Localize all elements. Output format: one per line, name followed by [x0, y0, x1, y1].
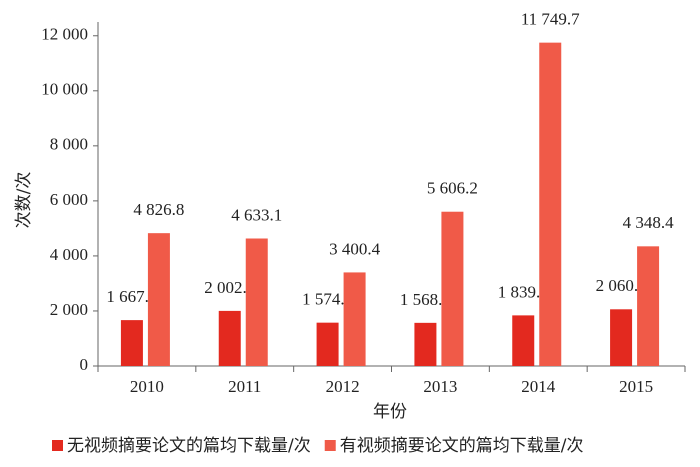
bar — [414, 322, 437, 366]
y-tick-label: 0 — [80, 355, 89, 374]
bar — [245, 238, 268, 366]
y-tick-label: 10 000 — [41, 80, 88, 99]
x-axis-title: 年份 — [373, 402, 407, 422]
x-tick-label: 2011 — [228, 377, 261, 396]
legend-swatch — [52, 440, 63, 451]
y-axis-title: 次数/次 — [14, 172, 34, 229]
value-label: 4 633.1 — [231, 205, 282, 224]
bar — [316, 322, 339, 366]
legend-label: 无视频摘要论文的篇均下载量/次 — [67, 436, 311, 456]
legend-swatch — [324, 440, 336, 451]
value-label: 1 574.7 — [302, 290, 354, 309]
bar — [441, 211, 464, 366]
bar — [610, 309, 633, 366]
x-tick-label: 2012 — [326, 377, 360, 396]
x-tick-label: 2010 — [130, 377, 164, 396]
y-tick-label: 12 000 — [41, 25, 88, 44]
value-label: 4 826.8 — [133, 200, 184, 219]
bar — [120, 320, 143, 366]
y-tick-label: 2 000 — [50, 300, 88, 319]
value-label: 1 839.4 — [498, 282, 550, 301]
bar — [539, 42, 562, 366]
bar — [512, 315, 535, 366]
legend-label: 有视频摘要论文的篇均下载量/次 — [340, 436, 584, 456]
x-tick-label: 2015 — [619, 377, 653, 396]
bar — [147, 233, 170, 366]
value-label: 5 606.2 — [427, 179, 478, 198]
bar — [218, 310, 241, 366]
y-tick-label: 6 000 — [50, 190, 88, 209]
value-label: 1 667.1 — [106, 287, 157, 306]
bar — [637, 246, 660, 366]
x-tick-label: 2013 — [423, 377, 457, 396]
y-tick-label: 8 000 — [50, 135, 88, 154]
y-tick-label: 4 000 — [50, 245, 88, 264]
value-label: 11 749.7 — [521, 10, 580, 29]
bar — [343, 272, 366, 366]
value-label: 2 060.3 — [596, 276, 647, 295]
value-label: 4 348.4 — [623, 213, 675, 232]
x-tick-label: 2014 — [521, 377, 556, 396]
value-label: 1 568.1 — [400, 290, 451, 309]
value-label: 3 400.4 — [329, 239, 381, 258]
value-label: 2 002.4 — [204, 278, 256, 297]
